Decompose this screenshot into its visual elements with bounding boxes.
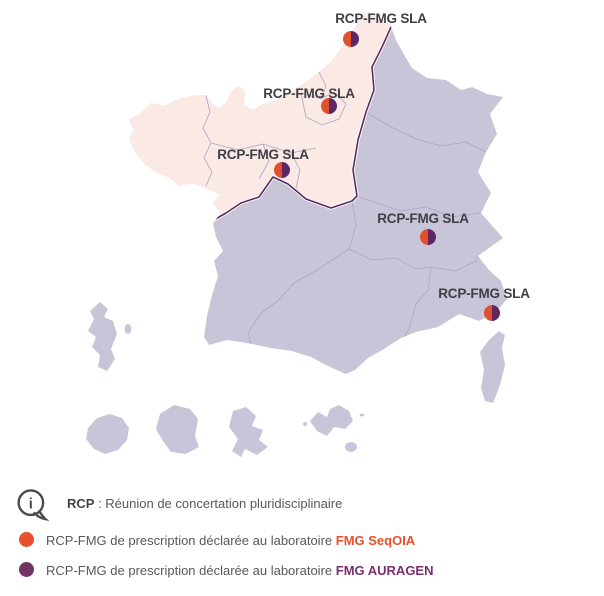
- legend-item-auragen-text: RCP-FMG de prescription déclarée au labo…: [46, 563, 434, 578]
- marker-dot-cote-d-azur-icon: [484, 305, 500, 321]
- region-borders-north: [202, 71, 347, 200]
- marker-dot-rhone-alpes-icon: [420, 229, 436, 245]
- legend-item-auragen: RCP-FMG de prescription déclarée au labo…: [19, 561, 589, 579]
- info-speech-bubble-icon: i: [17, 489, 49, 521]
- zone-boundary-line: [211, 24, 393, 222]
- guadeloupe-islet-east-shape: [359, 413, 365, 417]
- auragen-description: RCP-FMG de prescription déclarée au labo…: [46, 563, 336, 578]
- mayotte-shape: [88, 302, 117, 371]
- mayotte-islet-shape: [124, 324, 132, 334]
- corsica-shape: [480, 331, 505, 403]
- seqoia-lab-name: FMG SeqOIA: [335, 533, 416, 548]
- reunion-shape: [86, 414, 129, 454]
- legend-item-seqoia-text: RCP-FMG de prescription déclarée au labo…: [46, 533, 415, 548]
- marker-dot-centre-icon: [274, 162, 290, 178]
- marker-label-rhone-alpes: RCP-FMG SLA: [377, 211, 469, 226]
- guadeloupe-islet-small-shape: [303, 422, 307, 426]
- auragen-lab-name: FMG AURAGEN: [335, 563, 434, 578]
- marker-label-ile-de-france: RCP-FMG SLA: [263, 86, 355, 101]
- marker-label-nord: RCP-FMG SLA: [335, 11, 427, 26]
- rcp-definition: : Réunion de concertation pluridisciplin…: [94, 496, 343, 511]
- guyane-shape: [156, 405, 199, 454]
- martinique-shape: [229, 407, 268, 457]
- marker-label-cote-d-azur: RCP-FMG SLA: [438, 286, 530, 301]
- region-borders-south: [247, 111, 487, 358]
- guadeloupe-islet-shape: [345, 442, 357, 452]
- legend-info-row: i RCP : Réunion de concertation pluridis…: [15, 486, 575, 522]
- guadeloupe-shape: [310, 405, 353, 436]
- seqoia-description: RCP-FMG de prescription déclarée au labo…: [46, 533, 336, 548]
- seqoia-dot-icon: [19, 532, 34, 547]
- rcp-term: RCP: [67, 496, 95, 511]
- rcp-definition-text: RCP : Réunion de concertation pluridisci…: [67, 496, 342, 511]
- marker-dot-ile-de-france-icon: [321, 98, 337, 114]
- marker-dot-nord-icon: [343, 31, 359, 47]
- marker-label-centre: RCP-FMG SLA: [217, 147, 309, 162]
- info-icon-glyph: i: [29, 496, 33, 512]
- legend-item-seqoia: RCP-FMG de prescription déclarée au labo…: [19, 531, 589, 549]
- auragen-dot-icon: [19, 562, 34, 577]
